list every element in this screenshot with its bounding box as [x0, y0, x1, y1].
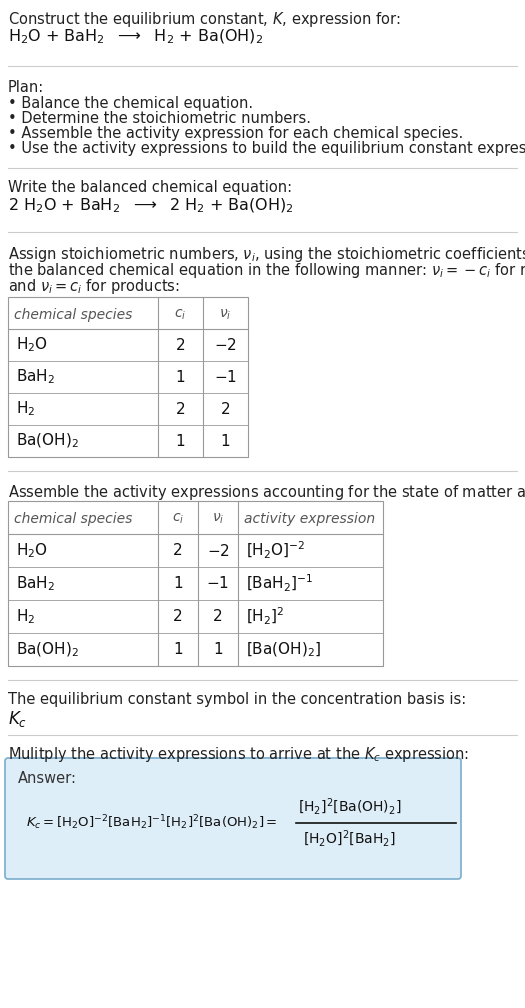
Text: $K_c = [\mathrm{H_2O}]^{-2}[\mathrm{BaH_2}]^{-1}[\mathrm{H_2}]^{2}[\mathrm{Ba(OH: $K_c = [\mathrm{H_2O}]^{-2}[\mathrm{BaH_…: [26, 813, 278, 833]
Text: $\nu_i$: $\nu_i$: [212, 512, 224, 526]
Text: $-$2: $-$2: [214, 337, 237, 353]
Text: $c_i$: $c_i$: [174, 307, 187, 322]
Text: Answer:: Answer:: [18, 771, 77, 786]
Text: $-$1: $-$1: [206, 576, 229, 592]
Text: • Use the activity expressions to build the equilibrium constant expression.: • Use the activity expressions to build …: [8, 141, 525, 156]
Text: Plan:: Plan:: [8, 80, 44, 95]
Text: 1: 1: [173, 576, 183, 591]
Text: Construct the equilibrium constant, $K$, expression for:: Construct the equilibrium constant, $K$,…: [8, 10, 401, 29]
Text: • Determine the stoichiometric numbers.: • Determine the stoichiometric numbers.: [8, 111, 311, 126]
Text: BaH$_2$: BaH$_2$: [16, 575, 55, 593]
Text: 2: 2: [220, 401, 230, 416]
Text: The equilibrium constant symbol in the concentration basis is:: The equilibrium constant symbol in the c…: [8, 692, 466, 707]
Text: H$_2$: H$_2$: [16, 399, 35, 418]
Text: H$_2$O: H$_2$O: [16, 541, 48, 559]
Text: $[\mathrm{H_2}]^2[\mathrm{Ba(OH)_2}]$: $[\mathrm{H_2}]^2[\mathrm{Ba(OH)_2}]$: [298, 796, 401, 817]
Text: 2: 2: [176, 338, 185, 353]
Text: H$_2$: H$_2$: [16, 607, 35, 626]
Text: 2 H$_2$O + BaH$_2$  $\longrightarrow$  2 H$_2$ + Ba(OH)$_2$: 2 H$_2$O + BaH$_2$ $\longrightarrow$ 2 H…: [8, 197, 294, 216]
Text: • Balance the chemical equation.: • Balance the chemical equation.: [8, 96, 253, 111]
Text: $\nu_i$: $\nu_i$: [219, 307, 232, 322]
Text: [H$_2$]$^2$: [H$_2$]$^2$: [246, 606, 284, 627]
Text: 1: 1: [176, 433, 185, 449]
Bar: [8, 297, 248, 457]
Text: $-$2: $-$2: [206, 542, 229, 558]
Text: H$_2$O + BaH$_2$  $\longrightarrow$  H$_2$ + Ba(OH)$_2$: H$_2$O + BaH$_2$ $\longrightarrow$ H$_2$…: [8, 28, 264, 46]
Text: 2: 2: [176, 401, 185, 416]
Text: chemical species: chemical species: [14, 512, 132, 526]
Text: Mulitply the activity expressions to arrive at the $K_c$ expression:: Mulitply the activity expressions to arr…: [8, 745, 469, 764]
Text: $[\mathrm{H_2O}]^2[\mathrm{BaH_2}]$: $[\mathrm{H_2O}]^2[\mathrm{BaH_2}]$: [303, 829, 395, 849]
Text: 1: 1: [220, 433, 230, 449]
Text: • Assemble the activity expression for each chemical species.: • Assemble the activity expression for e…: [8, 126, 463, 141]
FancyBboxPatch shape: [5, 758, 461, 879]
Text: H$_2$O: H$_2$O: [16, 336, 48, 355]
Text: 1: 1: [176, 370, 185, 384]
Text: $c_i$: $c_i$: [172, 512, 184, 526]
Bar: [8, 501, 383, 666]
Text: $-$1: $-$1: [214, 369, 237, 385]
Text: [H$_2$O]$^{-2}$: [H$_2$O]$^{-2}$: [246, 540, 305, 561]
Text: the balanced chemical equation in the following manner: $\nu_i = -c_i$ for react: the balanced chemical equation in the fo…: [8, 261, 525, 280]
Text: 1: 1: [173, 642, 183, 657]
Text: Ba(OH)$_2$: Ba(OH)$_2$: [16, 431, 79, 451]
Text: and $\nu_i = c_i$ for products:: and $\nu_i = c_i$ for products:: [8, 277, 180, 296]
Text: Assemble the activity expressions accounting for the state of matter and $\nu_i$: Assemble the activity expressions accoun…: [8, 483, 525, 502]
Text: 2: 2: [173, 609, 183, 624]
Text: 1: 1: [213, 642, 223, 657]
Text: chemical species: chemical species: [14, 307, 132, 322]
Text: $K_c$: $K_c$: [8, 709, 27, 729]
Text: activity expression: activity expression: [244, 512, 375, 526]
Text: BaH$_2$: BaH$_2$: [16, 368, 55, 386]
Text: 2: 2: [213, 609, 223, 624]
Text: [BaH$_2$]$^{-1}$: [BaH$_2$]$^{-1}$: [246, 573, 313, 594]
Text: Assign stoichiometric numbers, $\nu_i$, using the stoichiometric coefficients, $: Assign stoichiometric numbers, $\nu_i$, …: [8, 245, 525, 264]
Text: Write the balanced chemical equation:: Write the balanced chemical equation:: [8, 180, 292, 195]
Text: 2: 2: [173, 543, 183, 558]
Text: [Ba(OH)$_2$]: [Ba(OH)$_2$]: [246, 640, 321, 658]
Text: Ba(OH)$_2$: Ba(OH)$_2$: [16, 640, 79, 658]
